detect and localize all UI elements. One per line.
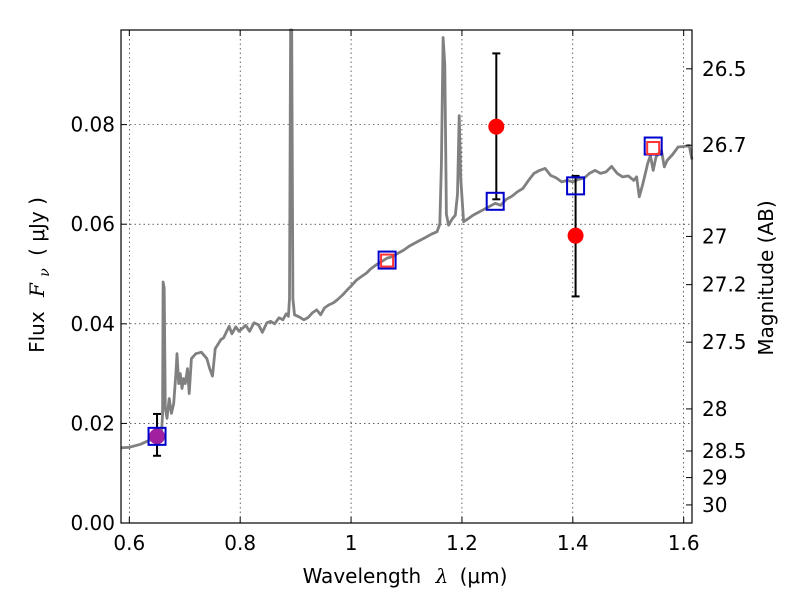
x-tick-label: 1 bbox=[345, 531, 358, 555]
y-tick-label: 0.04 bbox=[70, 312, 115, 336]
y-tick-label: 0.00 bbox=[70, 511, 115, 535]
y-tick-label: 0.06 bbox=[70, 212, 115, 236]
magnitude-tick-label: 30 bbox=[702, 493, 727, 517]
y2-axis-label: Magnitude (AB) bbox=[754, 200, 778, 355]
x-tick-label: 1.6 bbox=[668, 531, 700, 555]
grid-lines bbox=[121, 30, 692, 524]
y-tick-label: 0.02 bbox=[70, 411, 115, 435]
model-spectrum bbox=[120, 28, 694, 450]
magnitude-tick-label: 27 bbox=[702, 224, 727, 248]
x-tick-label: 1.2 bbox=[446, 531, 478, 555]
model-point bbox=[485, 191, 505, 211]
x-axis-label: Wavelength λ (μm) bbox=[303, 564, 508, 588]
magnitude-tick-label: 27.2 bbox=[702, 273, 747, 297]
x-tick-label: 0.8 bbox=[224, 531, 256, 555]
data-point bbox=[149, 428, 166, 445]
magnitude-tick-label: 26.5 bbox=[702, 57, 747, 81]
data-point bbox=[488, 118, 505, 135]
model-point bbox=[380, 253, 395, 268]
magnitude-tick-label: 28 bbox=[702, 397, 727, 421]
axis-ticks: 0.6 0.8 1 1.2 1.4 1.6 0.00 0.02 0.04 0.06 0.08 26.5… bbox=[70, 30, 747, 555]
model-point bbox=[147, 426, 167, 446]
magnitude-tick-label: 26.7 bbox=[702, 133, 747, 157]
magnitude-tick-label: 27.5 bbox=[702, 330, 747, 354]
plot-frame bbox=[120, 29, 693, 524]
photometry-markers bbox=[147, 52, 663, 457]
x-tick-label: 1.4 bbox=[557, 531, 589, 555]
model-point bbox=[377, 250, 397, 270]
model-point bbox=[646, 141, 661, 156]
y-tick-label: 0.08 bbox=[70, 113, 115, 137]
data-point bbox=[567, 227, 584, 244]
x-tick-label: 0.6 bbox=[113, 531, 145, 555]
y-axis-label: Flux F ν ( μJy ) bbox=[25, 197, 54, 353]
spectrum-line bbox=[120, 28, 694, 450]
magnitude-tick-label: 29 bbox=[702, 466, 727, 490]
model-point bbox=[566, 176, 586, 196]
magnitude-tick-label: 28.5 bbox=[702, 439, 747, 463]
